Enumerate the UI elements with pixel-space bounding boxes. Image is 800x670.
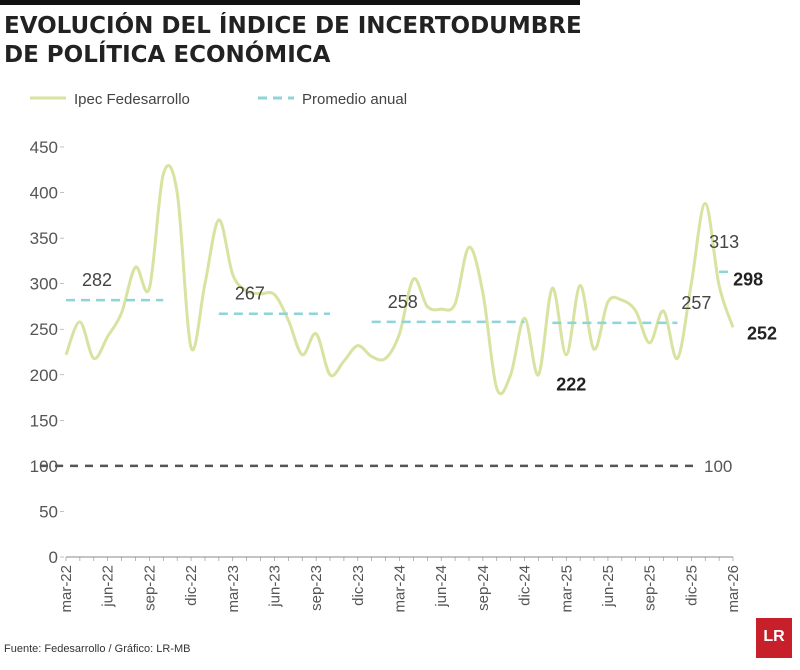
x-tick-label: dic-24 (517, 565, 534, 606)
y-tick-label: 450 (30, 138, 58, 157)
top-bar (0, 0, 580, 5)
x-tick-label: sep-24 (475, 565, 492, 611)
average-label: 282 (82, 270, 112, 290)
legend-label: Promedio anual (302, 91, 407, 108)
logo-box (756, 618, 792, 658)
x-tick-label: dic-25 (683, 565, 700, 606)
average-label: 258 (388, 292, 418, 312)
x-tick-label: sep-25 (642, 565, 659, 611)
x-tick-label: mar-23 (225, 565, 242, 613)
y-tick-label: 150 (30, 411, 58, 430)
y-tick-label: 0 (49, 548, 58, 567)
title-box: EVOLUCIÓN DEL ÍNDICE DE INCERTODUMBRE DE… (4, 13, 582, 68)
line (64, 163, 735, 396)
x-tick-label: dic-23 (350, 565, 367, 606)
y-tick-label: 250 (30, 320, 58, 339)
x-tick-label: sep-22 (141, 565, 158, 611)
y-tick-label: 200 (30, 366, 58, 385)
reference-label: 100 (704, 457, 732, 476)
source: Fuente: Fedesarrollo / Gráfico: LR-MB (4, 643, 190, 655)
logo: LR (763, 628, 785, 645)
y-tick-label: 350 (30, 229, 58, 248)
value-label: 252 (747, 323, 777, 343)
average-label: 257 (681, 293, 711, 313)
average-label: 313 (709, 232, 739, 252)
x-tick-label: mar-22 (58, 565, 75, 613)
average-label: 267 (235, 284, 265, 304)
x-tick-label: sep-23 (308, 565, 325, 611)
y-tick-label: 300 (30, 275, 58, 294)
y-tick-label: 50 (39, 502, 58, 521)
x-tick-label: jun-23 (266, 565, 283, 608)
x-tick-label: jun-24 (433, 565, 450, 608)
legend-label: Ipec Fedesarrollo (74, 91, 190, 108)
x-tick-label: mar-24 (392, 565, 409, 613)
x-tick-label: jun-22 (100, 565, 117, 608)
value-label: 222 (556, 375, 586, 395)
x-tick-label: jun-25 (600, 565, 617, 608)
x-tick-label: mar-25 (558, 565, 575, 613)
value-label: 298 (733, 269, 763, 289)
x-tick-label: mar-26 (725, 565, 742, 613)
y-tick-label: 400 (30, 184, 58, 203)
x-tick-label: dic-22 (183, 565, 200, 606)
chart-title: EVOLUCIÓN DEL ÍNDICE DE INCERTODUMBRE DE… (4, 13, 582, 68)
